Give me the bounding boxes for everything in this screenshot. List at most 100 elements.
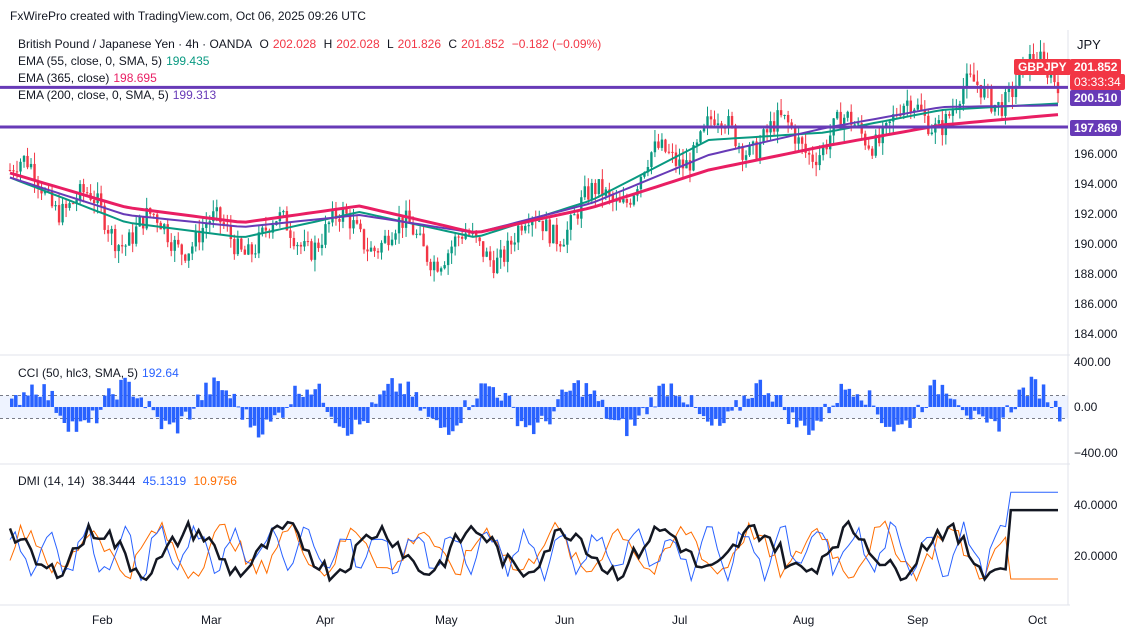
candle-body (264, 227, 268, 231)
cci-bar (240, 407, 245, 420)
candle-body (857, 123, 860, 125)
cci-bar (964, 407, 969, 416)
cci-bar (293, 385, 297, 407)
candle-body (625, 198, 629, 203)
candle-body (681, 159, 685, 169)
cci-bar (1013, 407, 1017, 410)
candle-body (352, 220, 355, 229)
watermark: FxWirePro created with TradingView.com, … (10, 9, 366, 23)
plus-di-value: 45.1319 (142, 474, 187, 488)
symbol-legend[interactable]: British Pound / Japanese Yen · 4h · OAND… (18, 37, 605, 51)
cci-bar (997, 407, 1001, 432)
cci-bar (1021, 387, 1026, 407)
cci-bar (580, 396, 585, 407)
candle-body (432, 261, 436, 271)
candle-body (818, 155, 821, 166)
cci-bar (819, 407, 823, 422)
cci-bar (438, 407, 443, 428)
cci-bar (434, 407, 439, 421)
cci-bar (673, 395, 678, 407)
cci-bar (127, 381, 131, 407)
candle-body (597, 179, 601, 195)
candle-body (499, 249, 502, 258)
cci-bar (811, 407, 815, 431)
cci-bar (66, 407, 71, 432)
candle-body (436, 261, 439, 272)
currency-label[interactable]: JPY (1077, 37, 1101, 52)
ohlc-open: O 202.028 (259, 37, 317, 51)
ema55-legend[interactable]: EMA (55, close, 0, SMA, 5) 199.435 (18, 54, 210, 68)
cci-bar (256, 407, 261, 438)
candle-body (948, 114, 951, 116)
cci-bar (576, 380, 580, 407)
cci-bar (782, 407, 787, 411)
candle-body (212, 211, 215, 222)
cci-bar (754, 383, 759, 407)
candle-body (892, 114, 895, 122)
last-price-tag: 201.852 (1070, 59, 1122, 75)
cci-bar (442, 407, 447, 428)
candle-body (835, 111, 839, 119)
cci-bar (10, 398, 14, 407)
candle-body (541, 220, 544, 232)
cci-bar (645, 407, 649, 415)
cci-bar (900, 407, 904, 425)
cci-bar (705, 407, 710, 422)
ema55-value: 199.435 (166, 54, 210, 68)
cci-bar (163, 407, 168, 421)
cci-bar (875, 407, 880, 415)
candle-body (1042, 51, 1046, 60)
candle-body (709, 116, 713, 120)
candle-body (338, 218, 341, 222)
candle-body (334, 208, 338, 219)
candle-body (397, 217, 401, 234)
candle-body (576, 214, 580, 219)
cci-bar (406, 381, 411, 407)
cci-bar (139, 397, 143, 407)
cci-bar (799, 407, 803, 421)
cci-bar (985, 407, 989, 423)
cci-bar (1005, 405, 1009, 407)
candle-body (425, 246, 429, 262)
cci-bar (353, 407, 358, 420)
dmi-lines (8, 491, 1058, 583)
cci-bar (208, 394, 212, 407)
cci-bar (519, 407, 524, 422)
price-tick: 196.000 (1074, 147, 1118, 161)
candle-body (481, 241, 485, 257)
cci-bar (677, 396, 682, 407)
cci-bar (1009, 407, 1013, 413)
cci-bar (46, 400, 50, 407)
cci-bar (758, 379, 763, 407)
ema365-legend[interactable]: EMA (365, close) 198.695 (18, 71, 157, 85)
candle-body (983, 86, 986, 98)
ema200-legend[interactable]: EMA (200, close, 0, SMA, 5) 199.313 (18, 88, 217, 102)
candle-body (548, 219, 551, 244)
cci-bar (216, 381, 220, 407)
horizontal-levels[interactable] (0, 85, 1068, 129)
ohlc-low: L 201.826 (386, 37, 442, 51)
cci-bar (90, 407, 95, 411)
candle-body (243, 249, 247, 255)
candle-body (19, 161, 22, 172)
candle-body (821, 145, 825, 156)
candle-body (846, 111, 849, 118)
cci-bar (892, 407, 896, 432)
candle-body (439, 268, 443, 272)
candle-body (71, 203, 75, 205)
candle-body (618, 199, 622, 203)
dmi-legend[interactable]: DMI (14, 14) 38.3444 45.1319 10.9756 (18, 474, 237, 488)
cci-bar (200, 400, 204, 407)
cci-bar (333, 407, 338, 424)
cci-bar (341, 407, 346, 428)
cci-bar (916, 404, 920, 407)
candle-body (590, 182, 594, 200)
candle-body (646, 167, 650, 173)
cci-bar (366, 407, 370, 423)
candle-body (916, 104, 919, 110)
candle-body (920, 104, 923, 111)
cci-bar (661, 383, 665, 407)
cci-legend[interactable]: CCI (50, hlc3, SMA, 5) 192.64 (18, 366, 179, 380)
candle-body (124, 245, 127, 247)
